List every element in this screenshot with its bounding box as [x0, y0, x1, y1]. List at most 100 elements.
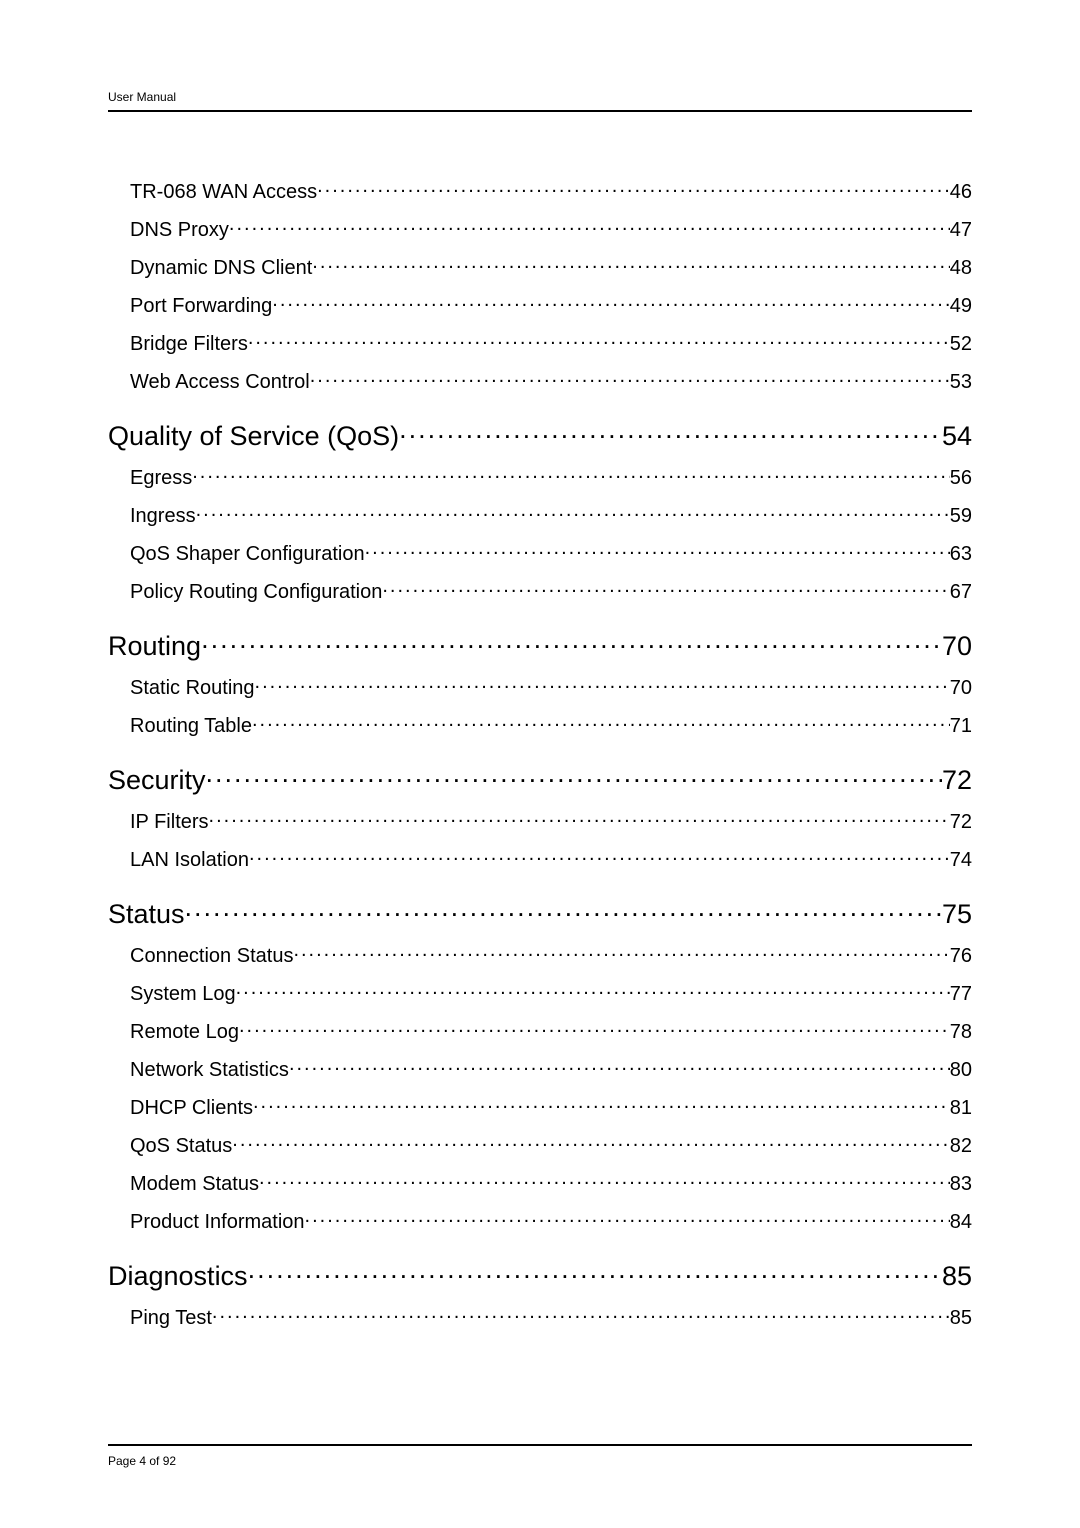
toc-entry-label: Diagnostics — [108, 1261, 248, 1292]
toc-entry-page: 72 — [942, 765, 972, 796]
toc-entry-page: 56 — [950, 467, 972, 490]
toc-leader-dots — [293, 942, 949, 962]
toc-leader-dots — [399, 418, 942, 445]
toc-entry-page: 77 — [950, 983, 972, 1006]
toc-leader-dots — [229, 216, 950, 236]
toc-entry-page: 81 — [950, 1097, 972, 1120]
toc-entry-label: Product Information — [130, 1211, 305, 1234]
toc-entry: Policy Routing Configuration 67 — [130, 572, 972, 604]
toc-entry-label: Ingress — [130, 505, 196, 528]
toc-leader-dots — [252, 712, 950, 732]
toc-entry-page: 85 — [950, 1307, 972, 1330]
toc-leader-dots — [310, 368, 950, 388]
header-title: User Manual — [108, 90, 176, 104]
toc-entry-page: 46 — [950, 181, 972, 204]
toc-entry-label: Status — [108, 899, 185, 930]
toc-entry: Product Information 84 — [130, 1202, 972, 1234]
toc-entry-label: Port Forwarding — [130, 295, 272, 318]
toc-entry: Remote Log 78 — [130, 1012, 972, 1044]
toc-entry-page: 53 — [950, 371, 972, 394]
toc-entry-page: 80 — [950, 1059, 972, 1082]
toc-entry-label: System Log — [130, 983, 236, 1006]
toc-leader-dots — [259, 1170, 950, 1190]
toc-entry-label: Remote Log — [130, 1021, 239, 1044]
page-footer: Page 4 of 92 — [108, 1444, 972, 1468]
toc-entry: Dynamic DNS Client 48 — [130, 248, 972, 280]
toc-entry-page: 74 — [950, 849, 972, 872]
toc-entry-label: DHCP Clients — [130, 1097, 253, 1120]
toc-entry-label: Static Routing — [130, 677, 255, 700]
toc-entry-page: 83 — [950, 1173, 972, 1196]
toc-entry: QoS Shaper Configuration63 — [130, 534, 972, 566]
toc-entry-page: 78 — [950, 1021, 972, 1044]
toc-entry-label: QoS Status — [130, 1135, 232, 1158]
toc-entry: Quality of Service (QoS) 54 — [108, 418, 972, 452]
toc-entry: IP Filters 72 — [130, 802, 972, 834]
toc-entry-label: Modem Status — [130, 1173, 259, 1196]
toc-entry-page: 84 — [950, 1211, 972, 1234]
toc-entry-label: Routing — [108, 631, 201, 662]
toc-leader-dots — [201, 628, 942, 655]
toc-entry: System Log 77 — [130, 974, 972, 1006]
toc-entry-page: 54 — [942, 421, 972, 452]
toc-entry: Diagnostics 85 — [108, 1258, 972, 1292]
toc-entry: TR-068 WAN Access 46 — [130, 172, 972, 204]
toc-entry: Static Routing 70 — [130, 668, 972, 700]
toc-entry-page: 76 — [950, 945, 972, 968]
toc-entry-page: 82 — [950, 1135, 972, 1158]
toc-entry-page: 49 — [950, 295, 972, 318]
toc-entry: Ping Test 85 — [130, 1298, 972, 1330]
toc-entry-page: 70 — [950, 677, 972, 700]
toc-leader-dots — [272, 292, 949, 312]
toc-entry-page: 48 — [950, 257, 972, 280]
footer-page-number: Page 4 of 92 — [108, 1454, 176, 1468]
toc-entry-label: Routing Table — [130, 715, 252, 738]
toc-entry: Status 75 — [108, 896, 972, 930]
toc-entry-label: Egress — [130, 467, 192, 490]
toc-entry: Connection Status76 — [130, 936, 972, 968]
toc-leader-dots — [206, 762, 942, 789]
toc-entry: Routing Table 71 — [130, 706, 972, 738]
toc-leader-dots — [305, 1208, 950, 1228]
toc-entry-label: IP Filters — [130, 811, 209, 834]
toc-entry: Ingress 59 — [130, 496, 972, 528]
toc-entry-page: 75 — [942, 899, 972, 930]
toc-entry-label: Ping Test — [130, 1307, 212, 1330]
toc-leader-dots — [196, 502, 950, 522]
toc-entry-page: 59 — [950, 505, 972, 528]
toc-entry-page: 63 — [950, 543, 972, 566]
toc-entry-page: 70 — [942, 631, 972, 662]
toc-entry-page: 71 — [950, 715, 972, 738]
toc-entry: LAN Isolation74 — [130, 840, 972, 872]
toc-entry-label: Policy Routing Configuration — [130, 581, 382, 604]
toc-entry-label: Web Access Control — [130, 371, 310, 394]
toc-entry-label: Dynamic DNS Client — [130, 257, 312, 280]
toc-leader-dots — [232, 1132, 949, 1152]
toc-entry-label: Quality of Service (QoS) — [108, 421, 399, 452]
toc-leader-dots — [289, 1056, 950, 1076]
toc-entry: Bridge Filters52 — [130, 324, 972, 356]
toc-entry-label: Network Statistics — [130, 1059, 289, 1082]
table-of-contents: TR-068 WAN Access 46 DNS Proxy47 Dynamic DN… — [108, 172, 972, 1404]
toc-entry-page: 85 — [942, 1261, 972, 1292]
toc-leader-dots — [239, 1018, 950, 1038]
toc-entry-page: 67 — [950, 581, 972, 604]
toc-leader-dots — [312, 254, 949, 274]
toc-leader-dots — [248, 1258, 942, 1285]
toc-entry: DNS Proxy47 — [130, 210, 972, 242]
toc-entry: DHCP Clients 81 — [130, 1088, 972, 1120]
toc-leader-dots — [212, 1304, 950, 1324]
page-header: User Manual — [108, 90, 972, 112]
toc-entry-page: 72 — [950, 811, 972, 834]
toc-entry-page: 47 — [950, 219, 972, 242]
toc-entry-label: TR-068 WAN Access — [130, 181, 317, 204]
toc-entry: Egress 56 — [130, 458, 972, 490]
toc-entry: Port Forwarding 49 — [130, 286, 972, 318]
toc-leader-dots — [248, 330, 950, 350]
document-page: User Manual TR-068 WAN Access 46 DNS Proxy… — [0, 0, 1080, 1528]
toc-leader-dots — [185, 896, 942, 923]
toc-entry: Security72 — [108, 762, 972, 796]
toc-leader-dots — [382, 578, 949, 598]
toc-entry: Routing 70 — [108, 628, 972, 662]
toc-leader-dots — [255, 674, 950, 694]
